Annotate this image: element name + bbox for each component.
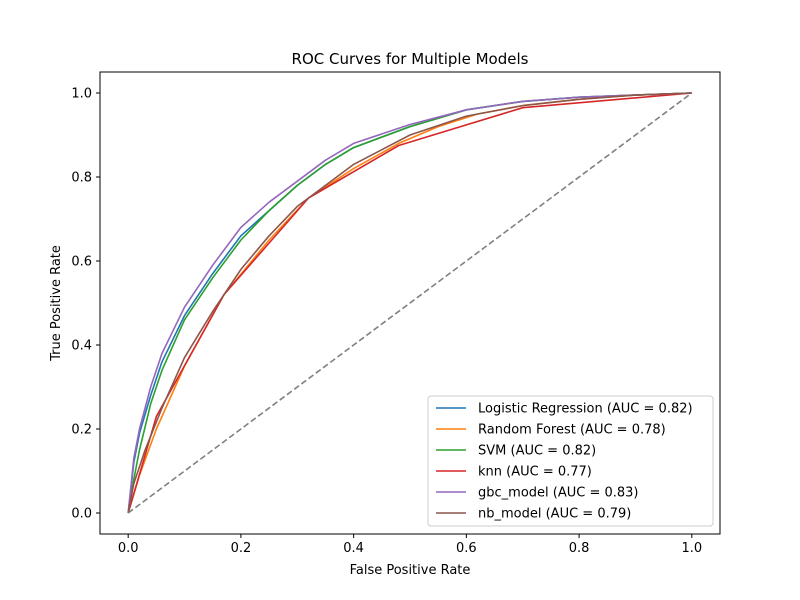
x-axis-ticks: 0.0 0.2 0.4 0.6 0.8 1.0 <box>118 534 702 556</box>
series-line-4 <box>127 92 692 514</box>
y-tick-label: 0.8 <box>71 171 92 186</box>
diagonal-reference-line <box>127 92 693 514</box>
legend-label: SVM (AUC = 0.82) <box>478 444 596 459</box>
y-axis-label: True Positive Rate <box>49 245 64 362</box>
x-tick-label: 0.8 <box>569 541 590 556</box>
legend-label: gbc_model (AUC = 0.83) <box>478 486 639 501</box>
legend-label: knn (AUC = 0.77) <box>478 465 592 480</box>
x-tick-label: 0.4 <box>343 541 364 556</box>
y-axis-ticks: 0.0 0.2 0.4 0.6 0.8 1.0 <box>71 87 100 522</box>
plot-lines <box>127 92 693 514</box>
y-tick-label: 0.4 <box>71 339 92 354</box>
x-tick-label: 0.2 <box>231 541 252 556</box>
legend-label: Logistic Regression (AUC = 0.82) <box>478 402 693 417</box>
legend: Logistic Regression (AUC = 0.82) Random F… <box>427 395 714 527</box>
legend-box <box>427 395 714 527</box>
x-tick-label: 1.0 <box>681 541 702 556</box>
x-tick-label: 0.6 <box>456 541 477 556</box>
x-tick-label: 0.0 <box>118 541 139 556</box>
x-axis-label: False Positive Rate <box>350 563 471 578</box>
y-tick-label: 0.0 <box>71 507 92 522</box>
plot-frame <box>99 71 721 535</box>
y-tick-label: 1.0 <box>71 87 92 102</box>
legend-label: nb_model (AUC = 0.79) <box>478 507 631 522</box>
chart-title: ROC Curves for Multiple Models <box>292 50 529 68</box>
y-tick-label: 0.6 <box>71 255 92 270</box>
series-line-5 <box>127 92 692 514</box>
legend-label: Random Forest (AUC = 0.78) <box>478 423 666 438</box>
y-tick-label: 0.2 <box>71 423 92 438</box>
